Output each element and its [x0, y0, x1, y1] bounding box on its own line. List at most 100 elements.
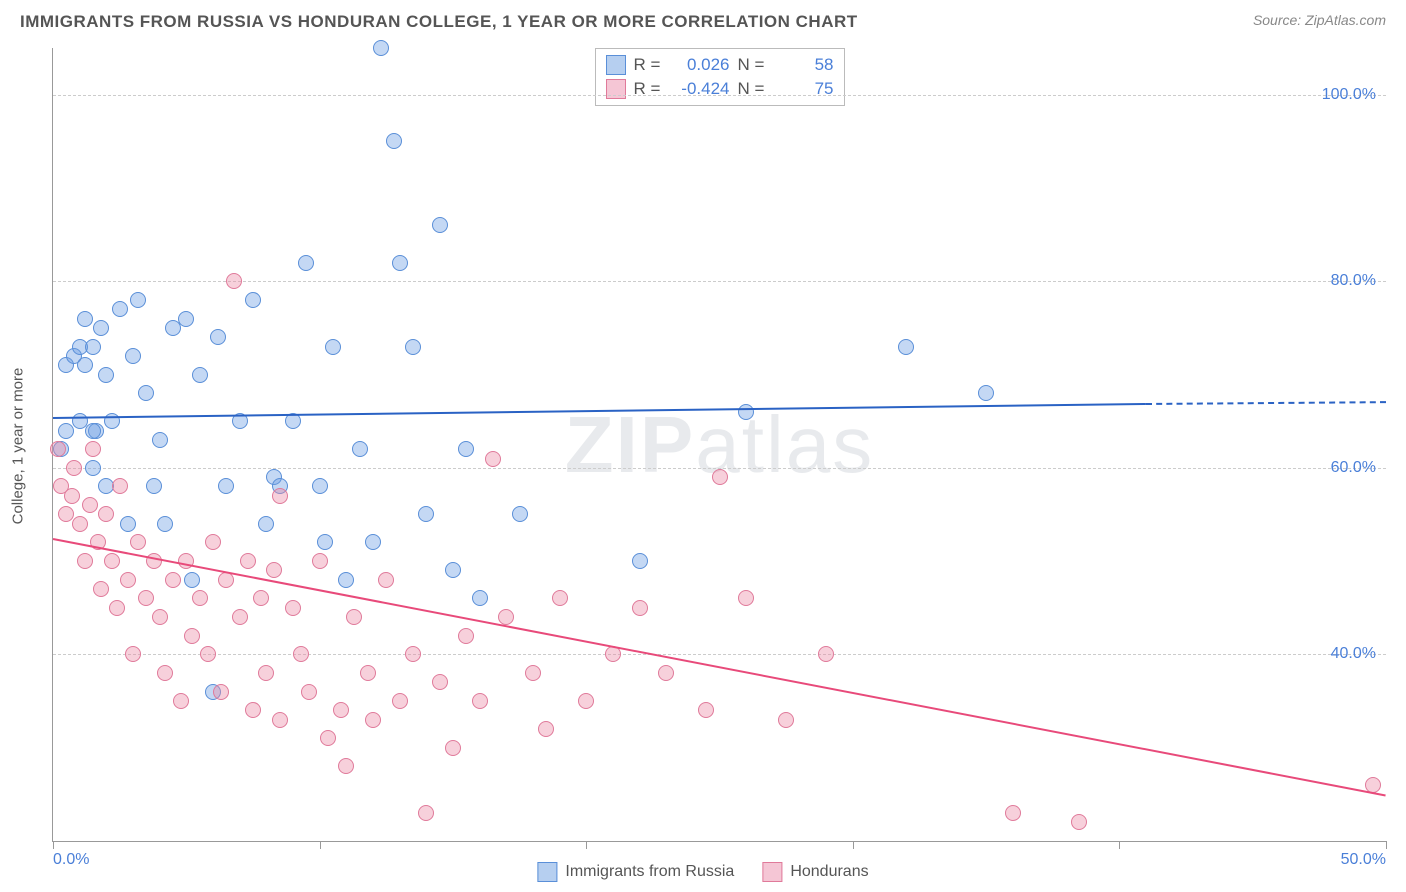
data-point [85, 460, 101, 476]
data-point [258, 516, 274, 532]
data-point [173, 693, 189, 709]
data-point [658, 665, 674, 681]
data-point [152, 432, 168, 448]
source-attribution: Source: ZipAtlas.com [1253, 12, 1386, 28]
data-point [432, 674, 448, 690]
data-point [272, 712, 288, 728]
legend-item-2: Hondurans [762, 862, 868, 882]
data-point [301, 684, 317, 700]
stats-row-series-2: R = -0.424 N = 75 [606, 77, 834, 101]
data-point [418, 506, 434, 522]
data-point [112, 301, 128, 317]
data-point [165, 572, 181, 588]
data-point [418, 805, 434, 821]
data-point [552, 590, 568, 606]
data-point [405, 339, 421, 355]
data-point [445, 740, 461, 756]
xtick-label: 50.0% [1341, 851, 1386, 869]
data-point [50, 441, 66, 457]
data-point [109, 600, 125, 616]
data-point [192, 590, 208, 606]
data-point [226, 273, 242, 289]
data-point [632, 553, 648, 569]
data-point [77, 311, 93, 327]
data-point [85, 423, 101, 439]
data-point [312, 553, 328, 569]
data-point [240, 553, 256, 569]
trend-line [53, 538, 1386, 797]
data-point [365, 712, 381, 728]
data-point [978, 385, 994, 401]
data-point [184, 572, 200, 588]
xtick [1119, 841, 1120, 849]
data-point [245, 702, 261, 718]
data-point [93, 320, 109, 336]
data-point [325, 339, 341, 355]
data-point [184, 628, 200, 644]
data-point [138, 590, 154, 606]
data-point [338, 572, 354, 588]
data-point [98, 367, 114, 383]
data-point [1071, 814, 1087, 830]
data-point [77, 357, 93, 373]
stats-row-series-1: R = 0.026 N = 58 [606, 53, 834, 77]
data-point [392, 693, 408, 709]
data-point [1005, 805, 1021, 821]
data-point [472, 693, 488, 709]
xtick [853, 841, 854, 849]
data-point [192, 367, 208, 383]
data-point [298, 255, 314, 271]
data-point [218, 478, 234, 494]
data-point [125, 348, 141, 364]
chart-header: IMMIGRANTS FROM RUSSIA VS HONDURAN COLLE… [0, 0, 1406, 40]
data-point [485, 451, 501, 467]
data-point [146, 478, 162, 494]
data-point [213, 684, 229, 700]
data-point [66, 460, 82, 476]
data-point [778, 712, 794, 728]
data-point [338, 758, 354, 774]
data-point [130, 292, 146, 308]
data-point [178, 311, 194, 327]
data-point [157, 516, 173, 532]
stats-legend-box: R = 0.026 N = 58 R = -0.424 N = 75 [595, 48, 845, 106]
ytick-label: 80.0% [1331, 272, 1376, 290]
data-point [130, 534, 146, 550]
data-point [104, 553, 120, 569]
data-point [320, 730, 336, 746]
data-point [98, 506, 114, 522]
data-point [82, 497, 98, 513]
data-point [77, 553, 93, 569]
data-point [285, 600, 301, 616]
swatch-series-2 [606, 79, 626, 99]
data-point [632, 600, 648, 616]
data-point [138, 385, 154, 401]
data-point [360, 665, 376, 681]
data-point [405, 646, 421, 662]
data-point [378, 572, 394, 588]
data-point [272, 488, 288, 504]
data-point [58, 423, 74, 439]
data-point [152, 609, 168, 625]
data-point [445, 562, 461, 578]
ytick-label: 40.0% [1331, 645, 1376, 663]
y-axis-label: College, 1 year or more [10, 368, 27, 525]
data-point [578, 693, 594, 709]
data-point [200, 646, 216, 662]
data-point [538, 721, 554, 737]
data-point [245, 292, 261, 308]
data-point [85, 441, 101, 457]
data-point [266, 562, 282, 578]
data-point [458, 628, 474, 644]
swatch-series-1 [606, 55, 626, 75]
data-point [312, 478, 328, 494]
gridline [53, 281, 1386, 282]
data-point [333, 702, 349, 718]
data-point [85, 339, 101, 355]
data-point [112, 478, 128, 494]
data-point [352, 441, 368, 457]
scatter-chart: ZIPatlas R = 0.026 N = 58 R = -0.424 N =… [52, 48, 1386, 842]
xtick [320, 841, 321, 849]
data-point [125, 646, 141, 662]
trend-line [1146, 401, 1386, 405]
